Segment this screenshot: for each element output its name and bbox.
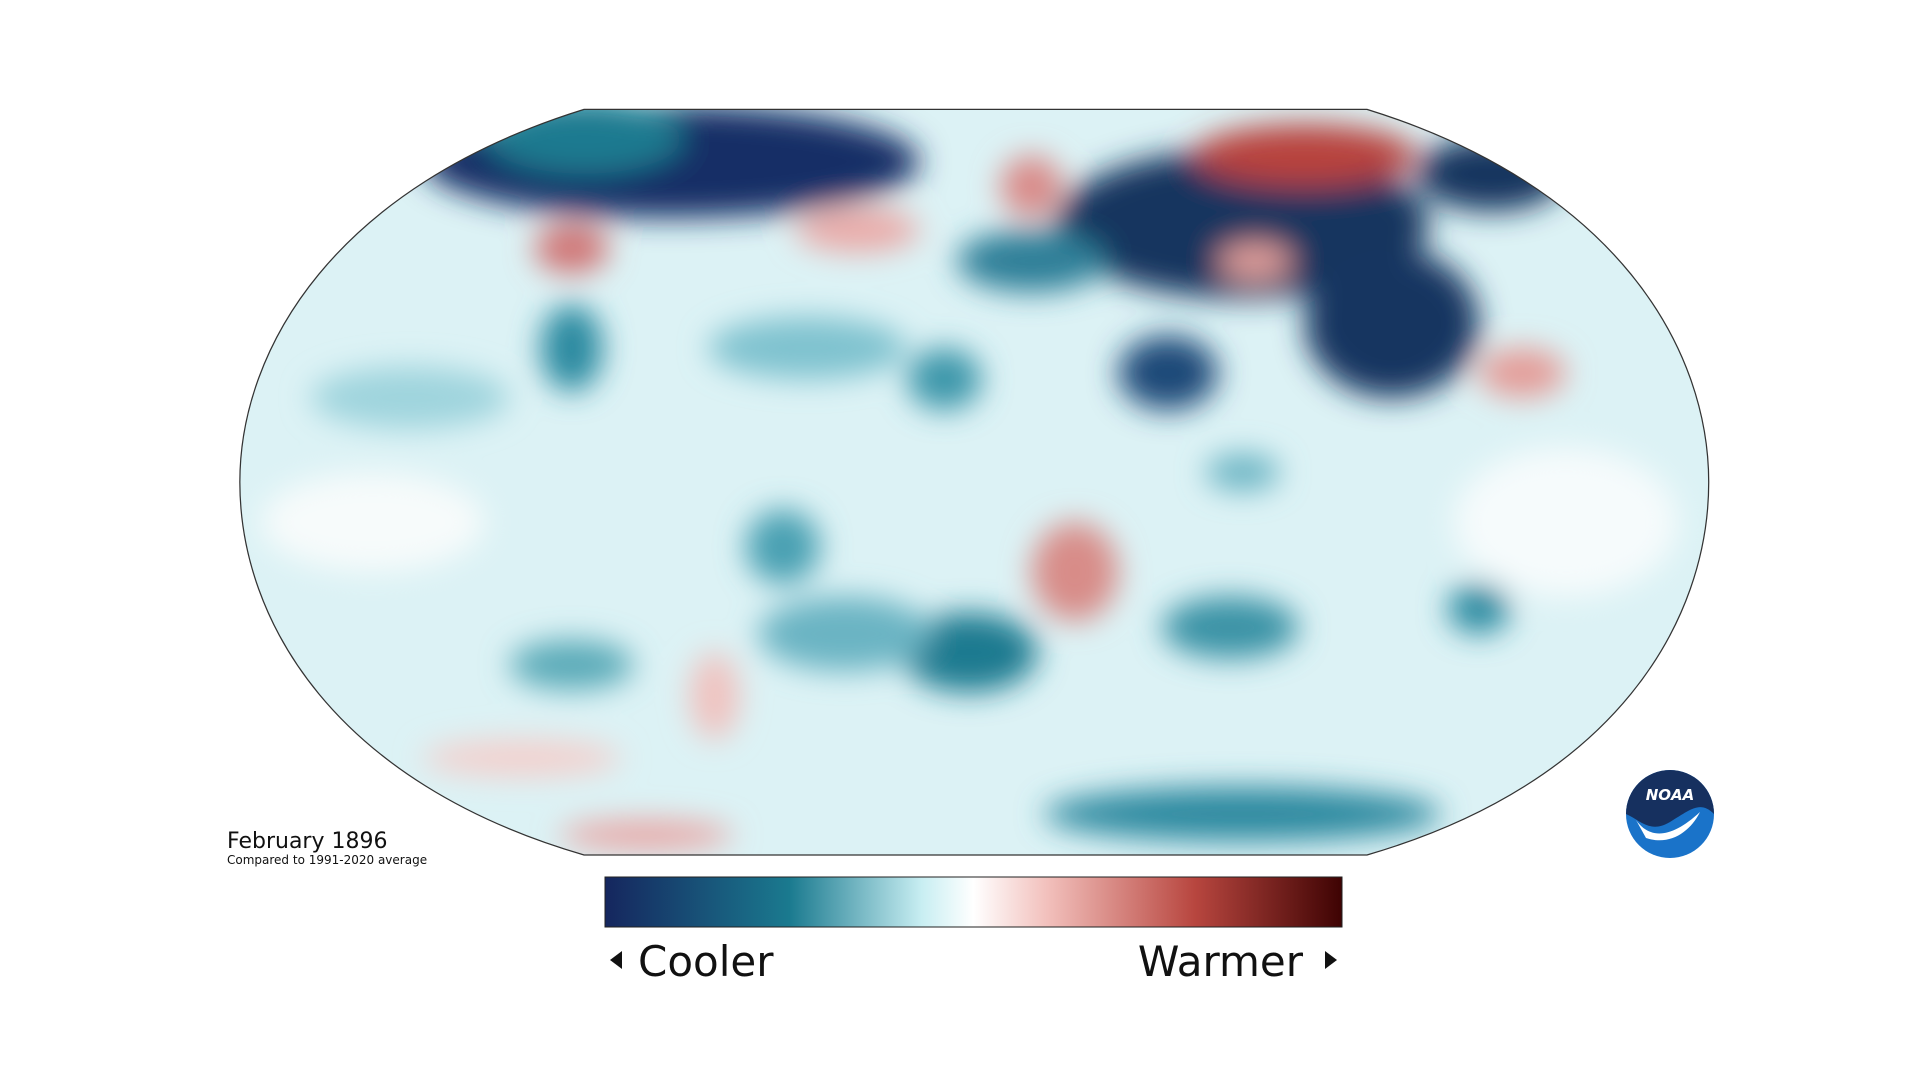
anomaly-field	[239, 109, 1709, 855]
map-outline	[239, 108, 1710, 856]
warmer-arrow	[1325, 951, 1337, 969]
color-bar	[604, 876, 1343, 928]
map	[239, 108, 1710, 856]
noaa-logo: NOAA	[1626, 770, 1714, 858]
logo-text: NOAA	[1646, 786, 1695, 804]
cooler-arrow	[610, 951, 622, 969]
warmer-label: Warmer	[1138, 937, 1304, 986]
map-title: February 1896	[227, 829, 387, 854]
map-subtitle: Compared to 1991-2020 average	[227, 853, 427, 867]
cooler-label: Cooler	[638, 937, 774, 986]
